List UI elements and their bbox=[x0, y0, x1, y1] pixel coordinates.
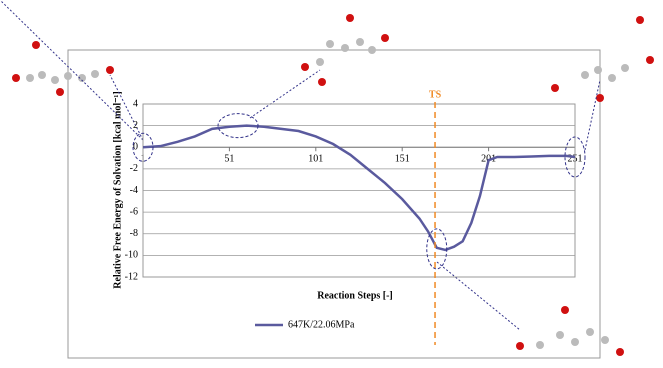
y-tick-label: -8 bbox=[130, 228, 138, 239]
chart: Reaction Steps [-] Relative Free Energy … bbox=[0, 0, 663, 363]
x-tick-label: 151 bbox=[395, 154, 410, 165]
chart-frame bbox=[68, 50, 600, 358]
y-tick-label: -12 bbox=[125, 271, 138, 282]
y-tick-label: -10 bbox=[125, 250, 138, 261]
y-tick-label: -4 bbox=[130, 185, 138, 196]
y-axis-label: Relative Free Energy of Solvation [kcal … bbox=[112, 91, 123, 289]
x-axis-label: Reaction Steps [-] bbox=[317, 290, 393, 301]
page: {"chart_data": {"type": "line", "x_label… bbox=[0, 0, 663, 368]
y-tick-label: 4 bbox=[133, 98, 138, 109]
y-tick-label: -2 bbox=[130, 163, 138, 174]
x-tick-label: 101 bbox=[308, 154, 323, 165]
y-tick-label: 2 bbox=[133, 120, 138, 131]
y-tick-label: -6 bbox=[130, 206, 138, 217]
data-line bbox=[143, 126, 575, 250]
molecule-illustrations bbox=[0, 0, 654, 356]
annotation-label: TS bbox=[429, 89, 442, 100]
legend-label: 647K/22.06MPa bbox=[288, 319, 355, 330]
x-tick-label: 51 bbox=[224, 154, 234, 165]
